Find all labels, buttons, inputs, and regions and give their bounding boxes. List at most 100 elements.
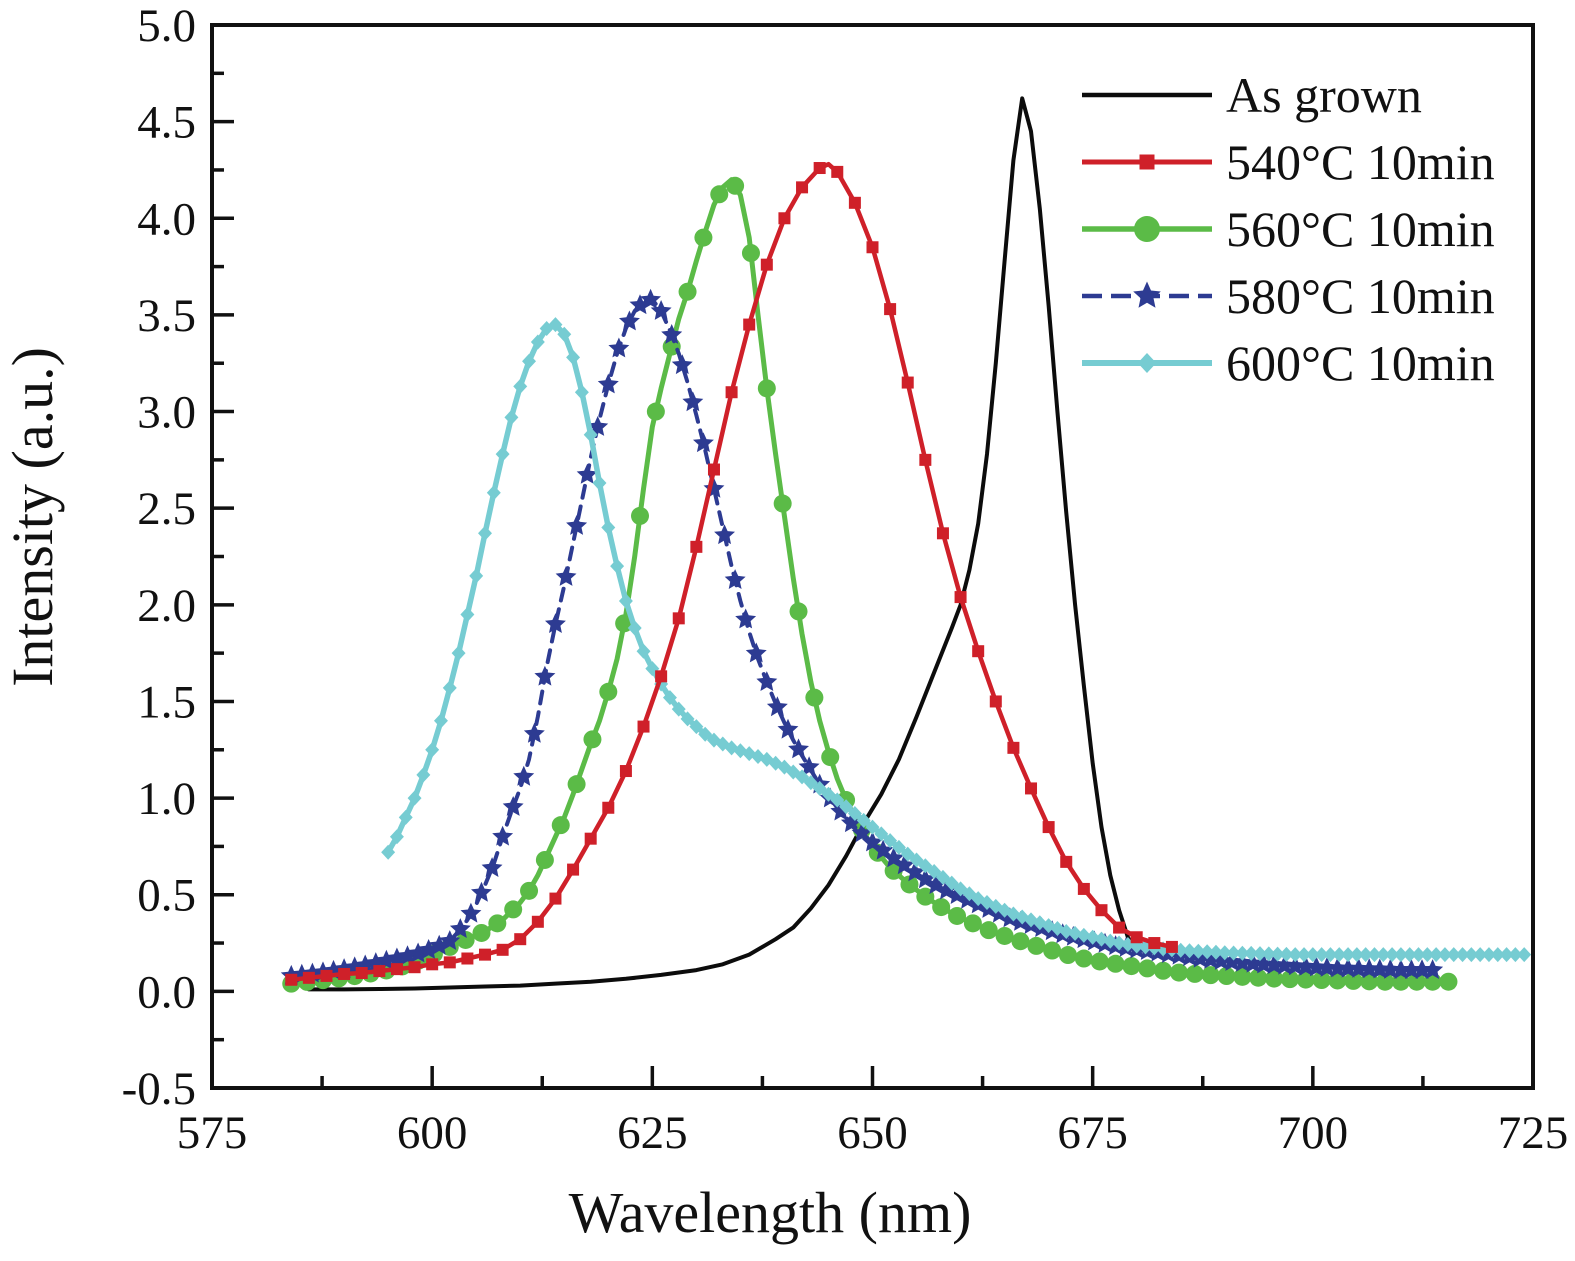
- diamond-marker: [1094, 931, 1109, 947]
- star-marker: [1369, 958, 1391, 979]
- star-marker: [830, 800, 852, 821]
- circle-marker: [472, 923, 491, 942]
- star-marker: [1231, 951, 1253, 972]
- y-tick-label: 4.0: [137, 193, 196, 245]
- star-marker: [840, 812, 862, 833]
- diamond-marker: [539, 320, 554, 336]
- circle-marker: [900, 875, 919, 894]
- circle-marker: [773, 494, 792, 513]
- diamond-marker: [786, 764, 801, 780]
- series-540-c-10min-markers: [285, 162, 1178, 986]
- star-marker: [608, 337, 630, 358]
- star-marker: [428, 934, 450, 955]
- diamond-marker: [1261, 946, 1276, 962]
- diamond-marker: [1191, 943, 1206, 959]
- circle-marker: [1138, 959, 1157, 978]
- square-marker: [1165, 940, 1178, 953]
- diamond-marker: [425, 742, 440, 758]
- y-axis-title: Intensity (a.u.): [0, 347, 65, 687]
- circle-marker: [694, 228, 713, 247]
- square-marker: [1042, 821, 1055, 834]
- square-marker: [514, 933, 527, 946]
- diamond-marker: [1464, 947, 1479, 963]
- star-marker: [1253, 953, 1274, 974]
- diamond-marker: [1059, 923, 1074, 939]
- star-marker: [798, 756, 820, 777]
- circle-marker: [520, 881, 539, 900]
- diamond-marker: [1182, 943, 1197, 959]
- diamond-marker: [1508, 947, 1523, 963]
- star-marker: [597, 373, 619, 394]
- square-marker: [355, 967, 368, 980]
- square-marker: [796, 181, 809, 194]
- circle-marker: [1201, 966, 1220, 985]
- circle-marker: [1027, 936, 1046, 955]
- square-marker: [989, 695, 1002, 708]
- diamond-marker: [724, 740, 739, 756]
- circle-marker: [1122, 957, 1141, 976]
- legend-entry-580-c-10min: 580°C 10min: [1082, 268, 1495, 324]
- y-tick-label: 1.0: [137, 773, 196, 825]
- square-marker: [848, 196, 861, 209]
- star-marker: [534, 665, 556, 686]
- diamond-marker: [1385, 947, 1400, 963]
- y-tick-label: 4.5: [137, 97, 196, 149]
- circle-marker: [1185, 964, 1204, 983]
- square-marker: [426, 958, 439, 971]
- diamond-marker: [839, 799, 854, 815]
- circle-marker: [821, 748, 840, 767]
- diamond-marker: [530, 334, 545, 350]
- square-marker: [584, 832, 597, 845]
- diamond-marker: [1429, 947, 1444, 963]
- square-marker: [690, 540, 703, 553]
- legend-label: As grown: [1226, 67, 1422, 123]
- square-marker: [813, 162, 826, 175]
- diamond-marker: [416, 767, 431, 783]
- diamond-marker: [1288, 947, 1303, 963]
- circle-marker: [1106, 954, 1125, 973]
- star-marker: [460, 902, 482, 923]
- star-marker: [766, 696, 788, 717]
- diamond-marker: [433, 713, 448, 729]
- y-tick-label: 3.5: [137, 290, 196, 342]
- star-marker: [545, 613, 566, 633]
- diamond-marker: [1200, 944, 1215, 960]
- diamond-marker: [909, 852, 924, 868]
- diamond-marker: [1323, 947, 1338, 963]
- circle-marker: [963, 914, 982, 933]
- x-tick-label: 600: [397, 1107, 468, 1159]
- star-marker: [1316, 957, 1338, 977]
- circle-marker: [1134, 216, 1160, 242]
- square-marker: [549, 892, 562, 905]
- circle-marker: [583, 730, 602, 749]
- square-marker: [390, 963, 403, 976]
- star-marker: [439, 930, 461, 950]
- diamond-marker: [751, 749, 765, 765]
- series-600-c-10min-markers: [381, 317, 1532, 963]
- star-marker: [502, 796, 524, 816]
- diamond-marker: [1314, 947, 1329, 963]
- circle-marker: [678, 282, 697, 301]
- diamond-marker: [1473, 947, 1488, 963]
- star-marker: [492, 825, 514, 846]
- square-marker: [1113, 921, 1126, 934]
- circle-marker: [757, 379, 776, 398]
- star-marker: [788, 738, 809, 759]
- square-marker: [531, 915, 544, 928]
- diamond-marker: [636, 643, 651, 659]
- legend-entry-540-c-10min: 540°C 10min: [1082, 134, 1495, 190]
- diamond-marker: [1208, 944, 1223, 960]
- diamond-marker: [812, 780, 827, 796]
- circle-marker: [1439, 972, 1458, 991]
- star-marker: [724, 569, 746, 589]
- star-marker: [1274, 954, 1296, 975]
- square-marker: [619, 765, 632, 778]
- circle-marker: [1011, 932, 1030, 951]
- y-tick-label: 2.5: [137, 483, 196, 535]
- diamond-marker: [698, 726, 713, 742]
- diamond-marker: [389, 829, 404, 845]
- square-marker: [408, 961, 421, 974]
- diamond-marker: [574, 384, 589, 400]
- x-tick-label: 725: [1498, 1107, 1569, 1159]
- star-marker: [629, 294, 651, 315]
